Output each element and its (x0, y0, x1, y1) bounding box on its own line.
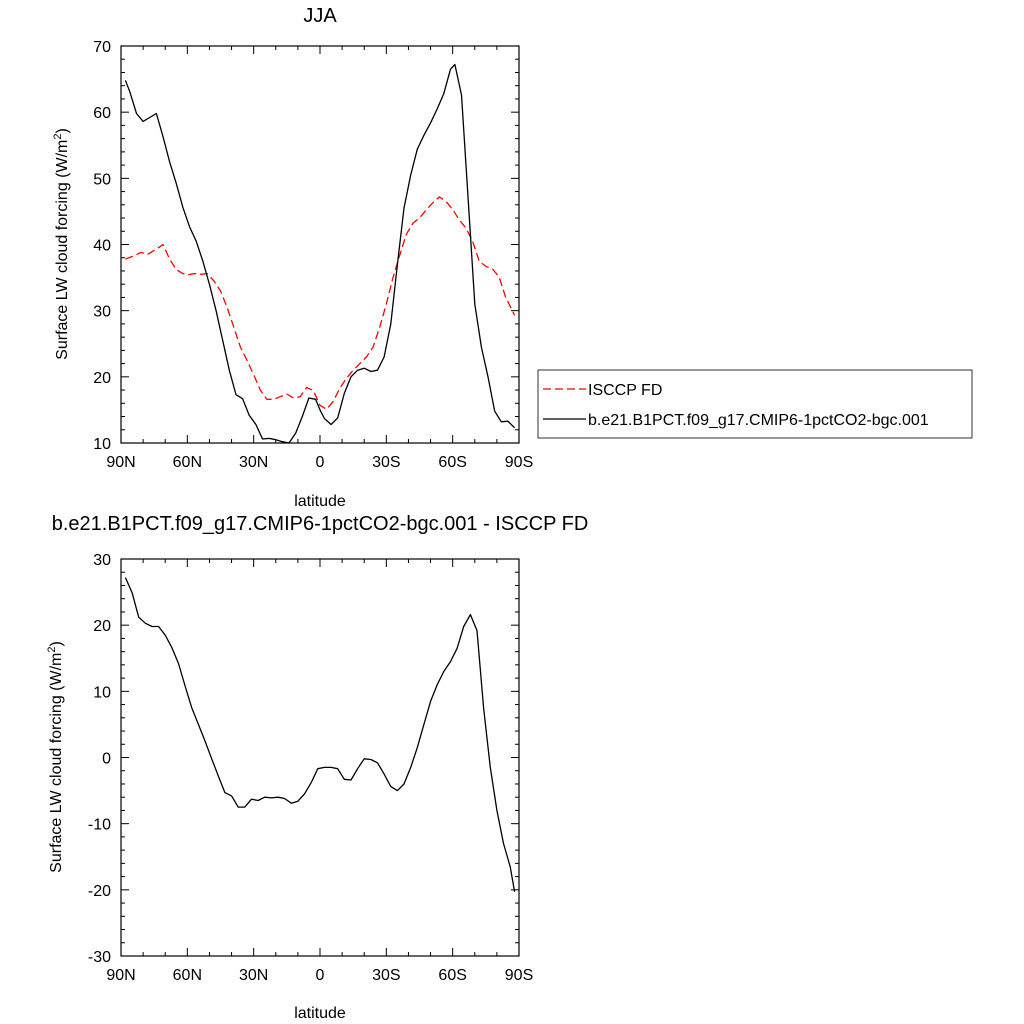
chart-title-top: JJA (303, 5, 337, 27)
y-tick-label: -10 (88, 817, 111, 834)
x-axis-label-top: latitude (294, 493, 346, 510)
y-axis-label-top: Surface LW cloud forcing (W/m2) (52, 128, 71, 360)
y-tick-label: 70 (93, 39, 111, 56)
x-tick-label: 0 (316, 967, 325, 984)
y-tick-label: 20 (93, 618, 111, 635)
y-tick-label: 20 (93, 370, 111, 387)
plot-area-bottom: -30 -20 -10 0 10 20 30 90N 60N 30N 0 30S 60S 90S (88, 552, 533, 984)
x-axis-label-bottom: latitude (294, 1005, 346, 1022)
x-tick-label: 90S (505, 454, 533, 471)
x-tick-label: 30S (372, 454, 400, 471)
x-tick-label: 90N (106, 454, 135, 471)
plot-frame (120, 558, 520, 957)
x-tick-label: 90N (106, 967, 135, 984)
y-tick-label: 10 (93, 684, 111, 701)
legend-box (537, 369, 973, 439)
y-tick-label: -20 (88, 883, 111, 900)
x-tick-label: 60S (438, 967, 466, 984)
chart-panel-top: JJA 10 20 30 40 50 60 70 90N 60N 30N 0 30S 60S 90S la… (52, 5, 973, 510)
x-tick-label: 60N (173, 967, 202, 984)
y-tick-label: 0 (102, 751, 111, 768)
x-tick-label: 30N (239, 967, 268, 984)
x-tick-label: 30S (372, 967, 400, 984)
y-tick-label: 50 (93, 171, 111, 188)
series-line-0 (125, 196, 516, 410)
x-tick-label: 60N (173, 454, 202, 471)
chart-title-bottom: b.e21.B1PCT.f09_g17.CMIP6-1pctCO2-bgc.00… (52, 513, 589, 535)
plot-area-top: 10 20 30 40 50 60 70 90N 60N 30N 0 30S 60S 90S (93, 39, 533, 471)
series-line-0 (124, 577, 516, 892)
y-tick-label: 60 (93, 105, 111, 122)
legend-label-isccp: ISCCP FD (588, 382, 662, 399)
plot-frame (120, 45, 520, 444)
chart-panel-bottom: b.e21.B1PCT.f09_g17.CMIP6-1pctCO2-bgc.00… (46, 513, 588, 1022)
x-tick-label: 0 (316, 454, 325, 471)
x-tick-label: 60S (438, 454, 466, 471)
x-tick-label: 90S (505, 967, 533, 984)
y-tick-label: 10 (93, 436, 111, 453)
y-tick-label: 30 (93, 552, 111, 569)
series-line-1 (124, 63, 516, 444)
y-axis-label-bottom: Surface LW cloud forcing (W/m2) (46, 641, 65, 873)
legend-label-model: b.e21.B1PCT.f09_g17.CMIP6-1pctCO2-bgc.00… (588, 412, 929, 429)
x-tick-label: 30N (239, 454, 268, 471)
y-tick-label: -30 (88, 949, 111, 966)
y-tick-label: 30 (93, 304, 111, 321)
y-tick-label: 40 (93, 238, 111, 255)
legend: ISCCP FD b.e21.B1PCT.f09_g17.CMIP6-1pctC… (537, 369, 973, 439)
